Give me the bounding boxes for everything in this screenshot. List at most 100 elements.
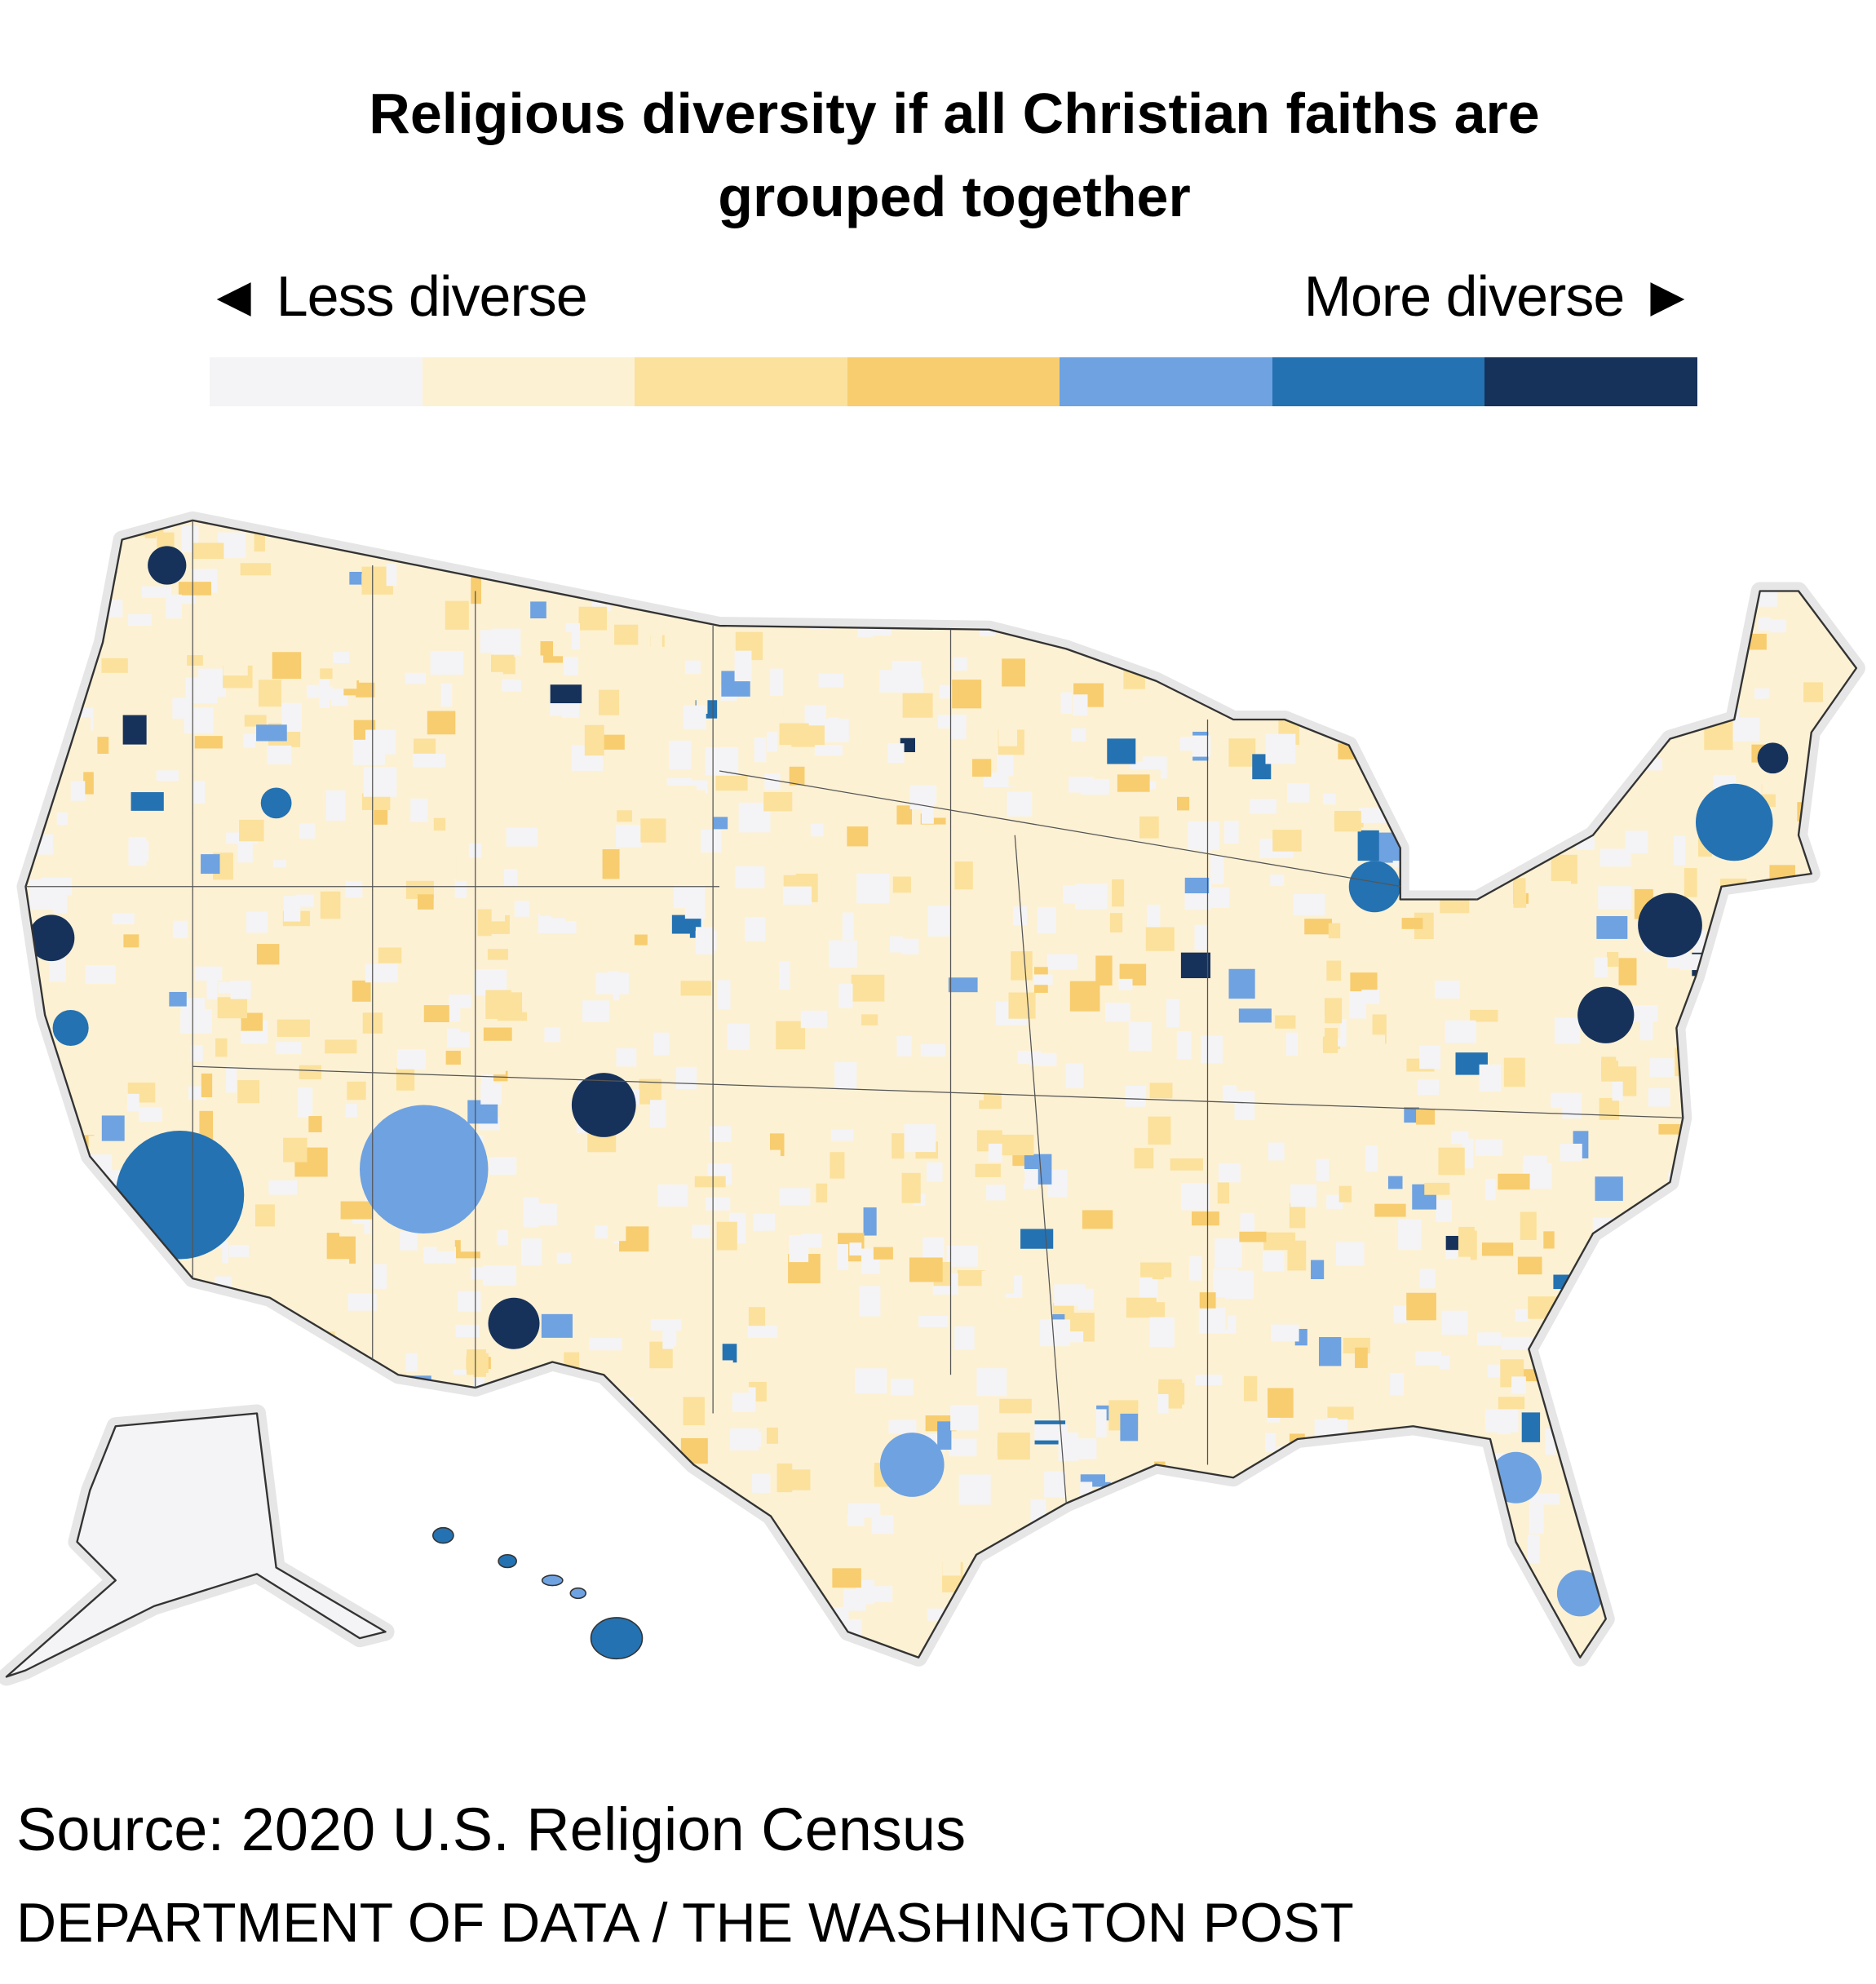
county xyxy=(530,1296,547,1311)
county xyxy=(617,1502,631,1518)
county xyxy=(1688,1473,1710,1500)
county xyxy=(1688,569,1701,593)
county xyxy=(1173,1556,1185,1579)
county xyxy=(49,954,66,982)
county xyxy=(1617,1449,1632,1480)
county xyxy=(1648,1087,1670,1107)
county xyxy=(1783,1529,1814,1558)
county xyxy=(189,1290,212,1319)
county xyxy=(508,544,528,568)
county xyxy=(187,655,203,666)
county xyxy=(497,542,512,565)
county xyxy=(243,733,255,748)
county xyxy=(483,1027,512,1041)
county xyxy=(960,526,976,543)
county xyxy=(1147,1600,1161,1627)
county xyxy=(1117,774,1150,792)
county xyxy=(735,866,765,888)
county xyxy=(249,1317,277,1334)
county xyxy=(1445,1020,1476,1043)
county xyxy=(1265,1433,1276,1453)
county xyxy=(1762,1241,1772,1255)
county xyxy=(1690,1440,1712,1454)
county xyxy=(1541,573,1555,599)
county xyxy=(1836,1217,1856,1245)
county xyxy=(861,1014,878,1025)
county xyxy=(1194,924,1207,950)
county xyxy=(645,1650,676,1658)
county xyxy=(1564,608,1582,633)
county xyxy=(1834,556,1856,578)
county xyxy=(1234,1091,1255,1120)
county xyxy=(1383,1492,1411,1515)
county xyxy=(1432,556,1462,578)
county xyxy=(347,1081,366,1100)
county xyxy=(1390,1596,1422,1615)
county xyxy=(94,796,124,814)
county-cluster xyxy=(879,1433,945,1497)
county xyxy=(842,912,854,941)
county xyxy=(1490,847,1502,870)
county xyxy=(1853,884,1856,900)
county xyxy=(624,1586,653,1597)
county xyxy=(374,1264,387,1289)
county xyxy=(853,702,883,732)
county-cluster xyxy=(260,787,292,819)
county xyxy=(1597,1124,1613,1154)
county xyxy=(299,1065,321,1079)
county xyxy=(1780,893,1805,906)
county xyxy=(556,1252,571,1264)
county xyxy=(1323,793,1336,805)
county xyxy=(681,1657,701,1658)
county xyxy=(1023,1169,1038,1189)
county xyxy=(1674,835,1686,866)
county xyxy=(254,1226,267,1244)
county xyxy=(538,1601,562,1614)
county xyxy=(752,1473,771,1493)
county xyxy=(246,911,268,933)
county xyxy=(457,1525,483,1539)
county xyxy=(1809,1027,1841,1043)
county xyxy=(763,792,793,812)
county xyxy=(1825,720,1853,733)
county xyxy=(1567,551,1592,569)
county xyxy=(1711,1504,1736,1517)
county xyxy=(1398,755,1420,769)
county xyxy=(958,1474,991,1505)
county xyxy=(55,1288,77,1314)
county xyxy=(683,705,706,729)
county xyxy=(634,934,648,946)
county xyxy=(1832,820,1856,836)
county xyxy=(1564,604,1580,617)
hawaii-island xyxy=(590,1617,644,1660)
county xyxy=(426,1659,447,1676)
county xyxy=(1287,548,1308,575)
county xyxy=(51,1378,64,1404)
county xyxy=(901,938,919,954)
county xyxy=(1834,786,1856,811)
county xyxy=(541,1313,573,1338)
county xyxy=(685,660,701,675)
county xyxy=(1770,619,1786,633)
county xyxy=(489,907,506,922)
county xyxy=(955,1073,984,1100)
county xyxy=(716,1221,737,1251)
county xyxy=(1509,1651,1532,1658)
county xyxy=(223,658,248,676)
county xyxy=(1215,1238,1242,1268)
county xyxy=(1180,952,1211,979)
county xyxy=(365,963,398,983)
county xyxy=(1326,1418,1338,1428)
county xyxy=(1164,1501,1182,1530)
county xyxy=(571,972,600,987)
county xyxy=(1842,1328,1856,1357)
county xyxy=(1824,520,1850,551)
county xyxy=(1143,520,1161,538)
county xyxy=(553,631,572,657)
county xyxy=(818,673,843,688)
county xyxy=(837,552,850,574)
county xyxy=(73,717,91,746)
county xyxy=(953,657,967,671)
county xyxy=(307,684,319,698)
county xyxy=(298,1087,313,1118)
